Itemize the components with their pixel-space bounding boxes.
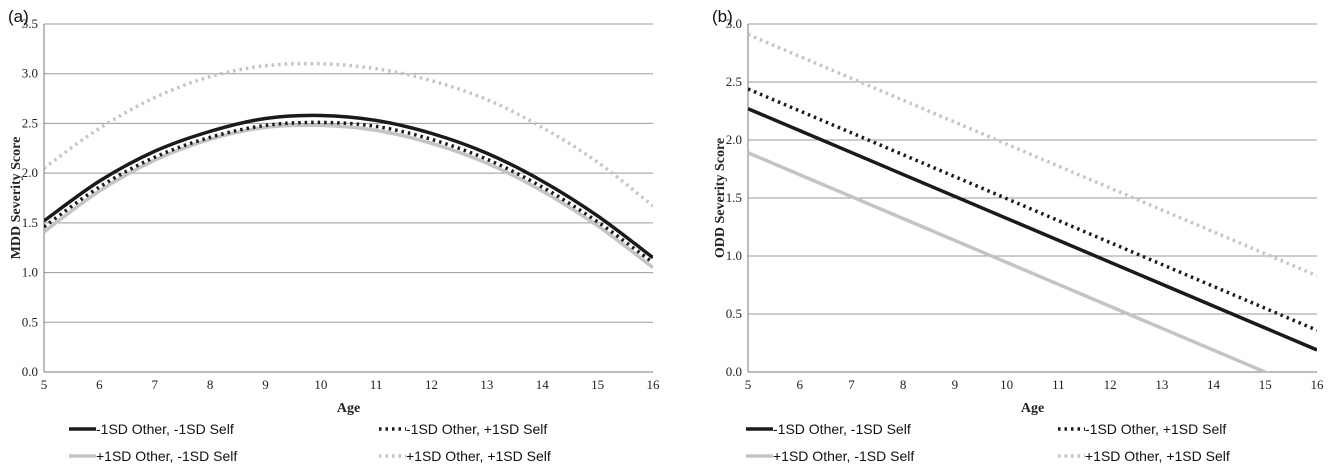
x-axis-title: Age	[337, 401, 360, 416]
x-tick-label: 10	[314, 377, 327, 392]
x-tick-label: 16	[1311, 377, 1325, 392]
y-tick-label: 0.0	[726, 364, 742, 379]
y-tick-label: 1.5	[22, 215, 38, 230]
y-tick-label: 3.0	[726, 16, 742, 31]
series-line-1	[44, 113, 653, 260]
legend-label: -1SD Other, +1SD Self	[1085, 421, 1226, 437]
x-tick-label: 12	[425, 377, 438, 392]
legend-item: -1SD Other, -1SD Self	[69, 421, 234, 437]
series-line-1	[748, 107, 1317, 352]
y-tick-label: 2.5	[22, 115, 38, 130]
legend-item: +1SD Other, -1SD Self	[746, 448, 914, 464]
legend-item: +1SD Other, -1SD Self	[69, 448, 237, 464]
x-tick-label: 10	[1000, 377, 1013, 392]
x-tick-label: 11	[1052, 377, 1065, 392]
x-tick-label: 6	[796, 377, 803, 392]
y-axis-title: ODD Severity Score	[713, 138, 728, 258]
panel-label: (b)	[712, 7, 733, 26]
panel-label: (a)	[8, 7, 29, 26]
x-axis-title: Age	[1021, 401, 1044, 416]
x-tick-label: 5	[745, 377, 752, 392]
x-tick-label: 5	[41, 377, 48, 392]
legend-item: -1SD Other, +1SD Self	[1058, 421, 1226, 437]
legend-item: -1SD Other, -1SD Self	[746, 421, 911, 437]
x-tick-label: 15	[1259, 377, 1272, 392]
legend-label: +1SD Other, +1SD Self	[406, 448, 551, 464]
x-tick-label: 13	[480, 377, 493, 392]
legend-label: +1SD Other, -1SD Self	[773, 448, 914, 464]
x-tick-label: 8	[207, 377, 214, 392]
legend-item: +1SD Other, +1SD Self	[379, 448, 551, 464]
legend-label: -1SD Other, +1SD Self	[406, 421, 547, 437]
x-tick-label: 14	[536, 377, 550, 392]
x-tick-label: 7	[151, 377, 158, 392]
x-tick-label: 11	[370, 377, 383, 392]
chart-panel-b: 0.0 0.5 1.0 1.5 2.0 2.5 3.0 5 6 7 8 9 10 11 12 13 14 15 16…	[712, 7, 1324, 464]
x-tick-label: 16	[647, 377, 661, 392]
x-tick-label: 9	[952, 377, 959, 392]
series-line-2	[748, 87, 1317, 332]
y-tick-label: 0.5	[726, 306, 742, 321]
series-line-3	[748, 151, 1270, 372]
y-tick-label: 1.0	[22, 265, 38, 280]
legend: -1SD Other, -1SD Self -1SD Other, +1SD Se…	[746, 421, 1230, 464]
y-tick-label: 3.5	[22, 16, 38, 31]
y-tick-label: 2.0	[726, 132, 742, 147]
y-tick-label: 2.5	[726, 74, 742, 89]
x-tick-label: 13	[1155, 377, 1168, 392]
x-tick-label: 8	[900, 377, 907, 392]
legend-label: +1SD Other, +1SD Self	[1085, 448, 1230, 464]
y-tick-label: 1.5	[726, 190, 742, 205]
legend-label: +1SD Other, -1SD Self	[96, 448, 237, 464]
x-tick-label: 6	[96, 377, 103, 392]
y-tick-label: 1.0	[726, 248, 742, 263]
legend-label: -1SD Other, -1SD Self	[773, 421, 911, 437]
chart-panel-a: 0.0 0.5 1.0 1.5 2.0 2.5 3.0 3.5 5 6 7 8 9 10 11 12 13 14 1…	[8, 7, 660, 464]
x-tick-label: 14	[1207, 377, 1221, 392]
legend-label: -1SD Other, -1SD Self	[96, 421, 234, 437]
series-line-3	[44, 123, 653, 269]
y-tick-label: 3.0	[22, 66, 38, 81]
y-axis-title: MDD Severity Score	[9, 137, 24, 260]
legend-item: +1SD Other, +1SD Self	[1058, 448, 1230, 464]
legend-item: -1SD Other, +1SD Self	[379, 421, 547, 437]
legend: -1SD Other, -1SD Self -1SD Other, +1SD Se…	[69, 421, 551, 464]
x-tick-label: 7	[848, 377, 855, 392]
y-tick-label: 2.0	[22, 165, 38, 180]
y-tick-label: 0.0	[22, 364, 38, 379]
x-tick-label: 15	[591, 377, 604, 392]
series-line-4	[44, 61, 653, 208]
y-tick-label: 0.5	[22, 314, 38, 329]
series-line-4	[748, 32, 1317, 278]
series-line-2	[44, 120, 653, 265]
x-tick-label: 12	[1104, 377, 1117, 392]
x-tick-label: 9	[262, 377, 269, 392]
